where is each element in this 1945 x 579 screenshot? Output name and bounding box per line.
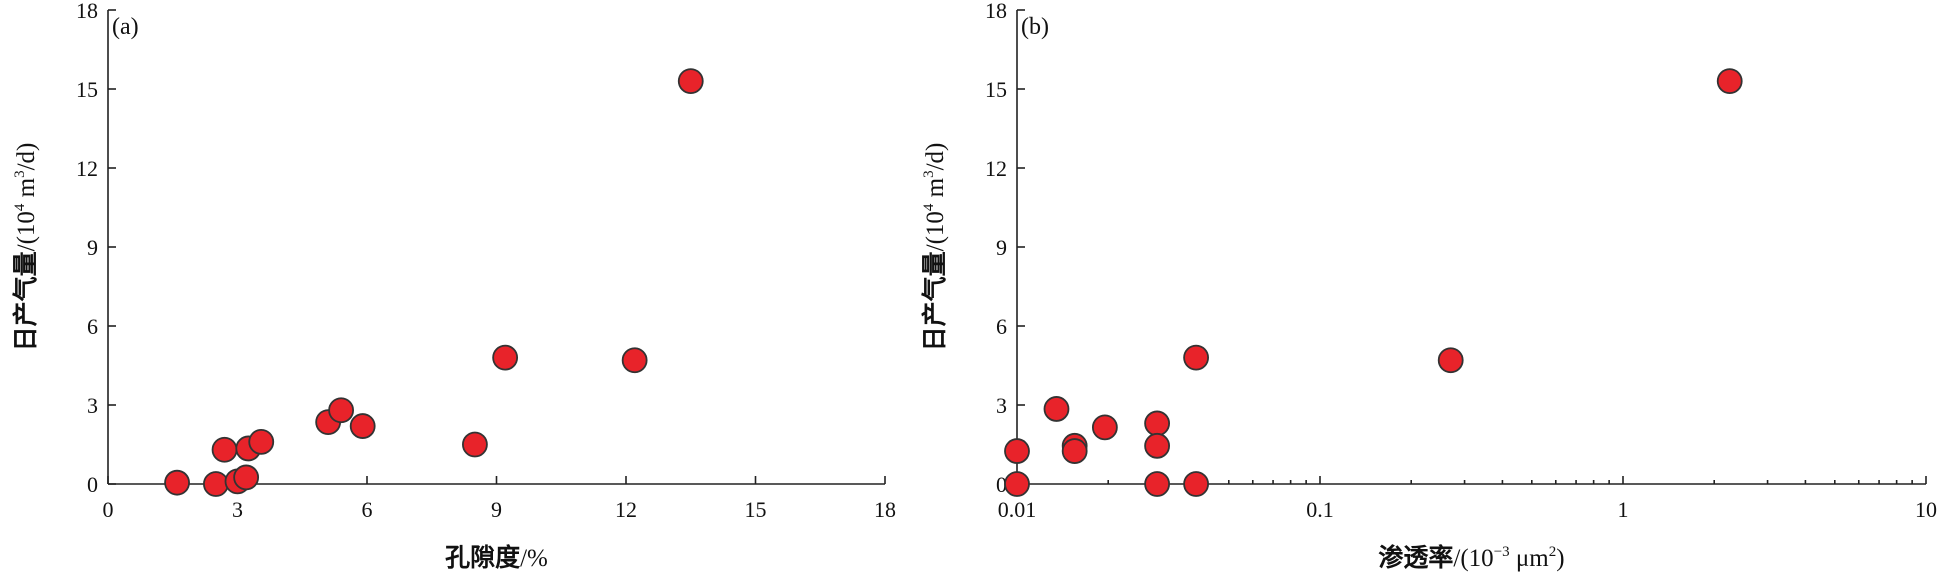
x-tick-label: 10 [1915,497,1937,522]
data-point [1716,68,1743,94]
data-point [349,413,376,439]
y-axis-title: 日产气量/(104 m3/d) [11,143,40,352]
data-point [1004,471,1030,497]
y-tick-label: 9 [87,235,98,260]
data-point [328,397,355,424]
y-tick-label: 15 [76,77,98,102]
data-point [1043,396,1070,422]
data-point [1437,347,1464,374]
panel-label: (a) [112,14,139,40]
y-tick-label: 18 [985,0,1007,23]
y-tick-label: 6 [87,314,98,339]
data-point [492,344,519,371]
y-tick-label: 18 [76,0,98,23]
data-point [621,347,648,374]
y-tick-label: 0 [87,472,98,497]
y-tick-label: 12 [76,156,98,181]
data-point [1144,471,1171,497]
data-point [1183,344,1209,371]
x-tick-label: 3 [232,497,243,522]
data-point [677,68,704,94]
panel-a: 0 3 6 9 12 15 18 0 3 6 9 12 15 18 (a) 孔隙度/% 日产气量/(104 m3… [11,0,896,572]
y-tick-label: 6 [996,314,1007,339]
x-tick-label: 0.1 [1306,497,1334,522]
y-tick-label: 15 [985,77,1007,102]
data-point [462,431,488,458]
data-point [248,428,275,455]
y-tick-label: 3 [87,393,98,418]
data-point [1061,438,1088,464]
x-tick-label: 6 [362,497,373,522]
y-tick-label: 12 [985,156,1007,181]
data-point [164,469,190,496]
x-axis-title: 孔隙度/% [445,543,548,572]
x-tick-label: 0.01 [998,497,1037,522]
x-tick-label: 9 [491,497,502,522]
x-tick-label: 15 [745,497,767,522]
data-point [211,436,238,463]
data-point [233,464,260,491]
y-axis-title: 日产气量/(104 m3/d) [920,143,949,352]
y-tick-label: 3 [996,393,1007,418]
x-axis-title: 渗透率/(10−3 μm2) [1378,543,1564,572]
data-point [1004,438,1030,464]
x-tick-label: 12 [615,497,637,522]
data-point [1144,410,1171,437]
data-point [1091,414,1118,441]
panel-b: 0 3 6 9 12 15 18 0.01 0.1 1 10 (b) 渗透率/(10−3 μm2) 日产气… [920,0,1937,572]
data-point [1144,432,1171,459]
data-point [203,471,229,497]
x-tick-label: 18 [874,497,896,522]
data-point [1183,471,1209,497]
x-tick-label: 0 [103,497,114,522]
y-tick-label: 9 [996,235,1007,260]
x-tick-label: 1 [1618,497,1629,522]
y-tick-label: 0 [996,472,1007,497]
panel-label: (b) [1021,14,1049,40]
